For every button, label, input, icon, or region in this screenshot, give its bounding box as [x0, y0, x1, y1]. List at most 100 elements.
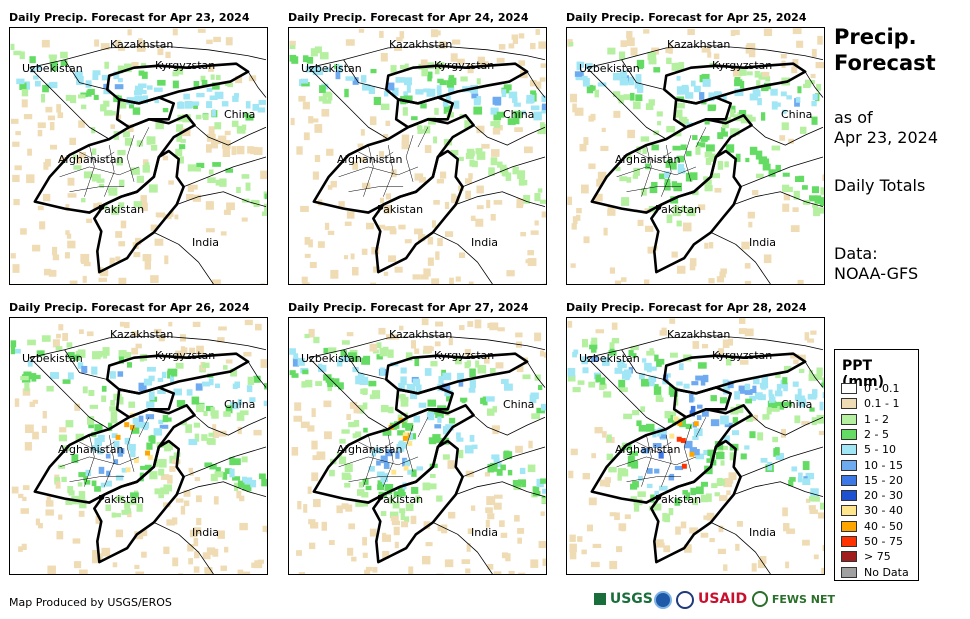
- precip-cell: [434, 107, 439, 115]
- precip-cell: [250, 479, 257, 488]
- precip-cell: [378, 151, 385, 158]
- precip-cell: [795, 96, 801, 103]
- precip-cell: [364, 569, 371, 574]
- precip-cell: [630, 345, 639, 351]
- precip-cell: [422, 482, 431, 491]
- precip-cell: [193, 538, 199, 547]
- precip-cell: [636, 420, 642, 427]
- precip-cell: [757, 98, 762, 106]
- precip-cell: [627, 455, 635, 463]
- precip-cell: [428, 437, 437, 445]
- precip-cell: [380, 103, 390, 110]
- precip-cell: [311, 408, 316, 418]
- as-of-label: as of: [834, 108, 873, 127]
- precip-hotspot: [681, 463, 687, 469]
- precip-cell: [663, 545, 671, 553]
- precip-cell: [380, 480, 386, 487]
- precip-cell: [62, 332, 69, 342]
- precip-cell: [470, 505, 476, 511]
- precip-cell: [239, 522, 248, 531]
- precip-cell: [683, 383, 690, 389]
- precip-cell: [821, 382, 824, 387]
- precip-cell: [250, 199, 256, 205]
- precip-cell: [162, 415, 169, 423]
- precip-cell: [206, 101, 213, 109]
- precip-cell: [46, 385, 54, 392]
- precip-cell: [649, 348, 654, 355]
- precip-cell: [782, 203, 790, 212]
- country-label-kyrgyzstan: Kyrgyzstan: [434, 59, 495, 72]
- precip-cell: [103, 100, 110, 107]
- precip-cell: [390, 515, 399, 521]
- precip-cell: [437, 416, 442, 423]
- precip-cell: [754, 90, 761, 97]
- precip-cell: [96, 174, 101, 183]
- precip-cell: [809, 509, 818, 514]
- precip-cell: [738, 385, 746, 394]
- precip-cell: [465, 568, 471, 574]
- precip-cell: [150, 224, 158, 232]
- precip-cell: [298, 572, 306, 574]
- precip-cell: [382, 134, 389, 140]
- precip-cell: [308, 328, 315, 338]
- precip-cell: [327, 185, 333, 190]
- precip-cell: [455, 276, 461, 282]
- precip-cell: [214, 91, 224, 99]
- precip-map: [289, 28, 546, 284]
- precip-cell: [789, 477, 796, 482]
- precip-cell: [81, 259, 86, 264]
- precip-cell: [146, 136, 152, 145]
- precip-cell: [390, 334, 399, 340]
- precip-cell: [633, 167, 640, 176]
- precip-cell: [77, 482, 83, 487]
- precip-cell: [213, 496, 219, 505]
- precip-cell: [327, 386, 333, 392]
- precip-cell: [32, 374, 41, 380]
- precip-cell: [193, 527, 202, 535]
- precip-cell: [730, 128, 736, 137]
- precip-cell: [70, 95, 77, 104]
- precip-cell: [668, 508, 674, 516]
- precip-cell: [668, 474, 675, 481]
- precip-cell: [640, 406, 645, 412]
- precip-cell: [430, 29, 439, 38]
- precip-cell: [372, 349, 379, 354]
- precip-cell: [746, 43, 756, 51]
- precip-cell: [537, 384, 543, 391]
- precip-cell: [118, 202, 125, 208]
- precip-hotspot: [673, 416, 679, 422]
- precip-cell: [486, 408, 495, 416]
- precip-cell: [638, 373, 645, 380]
- precip-cell: [427, 257, 434, 266]
- precip-cell: [131, 62, 139, 68]
- precip-cell: [699, 92, 705, 100]
- precip-cell: [340, 355, 349, 363]
- precip-cell: [533, 111, 542, 121]
- precip-cell: [735, 404, 743, 414]
- precip-cell: [188, 438, 198, 446]
- precip-cell: [141, 551, 147, 558]
- precip-cell: [477, 365, 487, 374]
- india-border: [710, 156, 824, 284]
- precip-cell: [131, 331, 139, 336]
- precip-cell: [205, 201, 214, 210]
- precip-cell: [338, 456, 347, 465]
- legend-label: 20 - 30: [864, 489, 903, 503]
- precip-cell: [195, 167, 202, 172]
- precip-cell: [609, 342, 615, 351]
- precip-cell: [626, 30, 633, 39]
- precip-cell: [627, 129, 635, 139]
- precip-cell: [631, 460, 639, 469]
- precip-cell: [714, 187, 722, 193]
- precip-cell: [768, 389, 773, 397]
- precip-cell: [476, 205, 484, 210]
- precip-cell: [713, 53, 720, 60]
- precip-cell: [569, 42, 574, 47]
- pakistan-border: [372, 149, 464, 274]
- precip-cell: [669, 318, 676, 324]
- precip-cell: [352, 161, 359, 170]
- precip-cell: [672, 145, 681, 151]
- precip-cell: [766, 407, 772, 415]
- precip-cell: [356, 489, 365, 496]
- country-label-india: India: [192, 236, 219, 249]
